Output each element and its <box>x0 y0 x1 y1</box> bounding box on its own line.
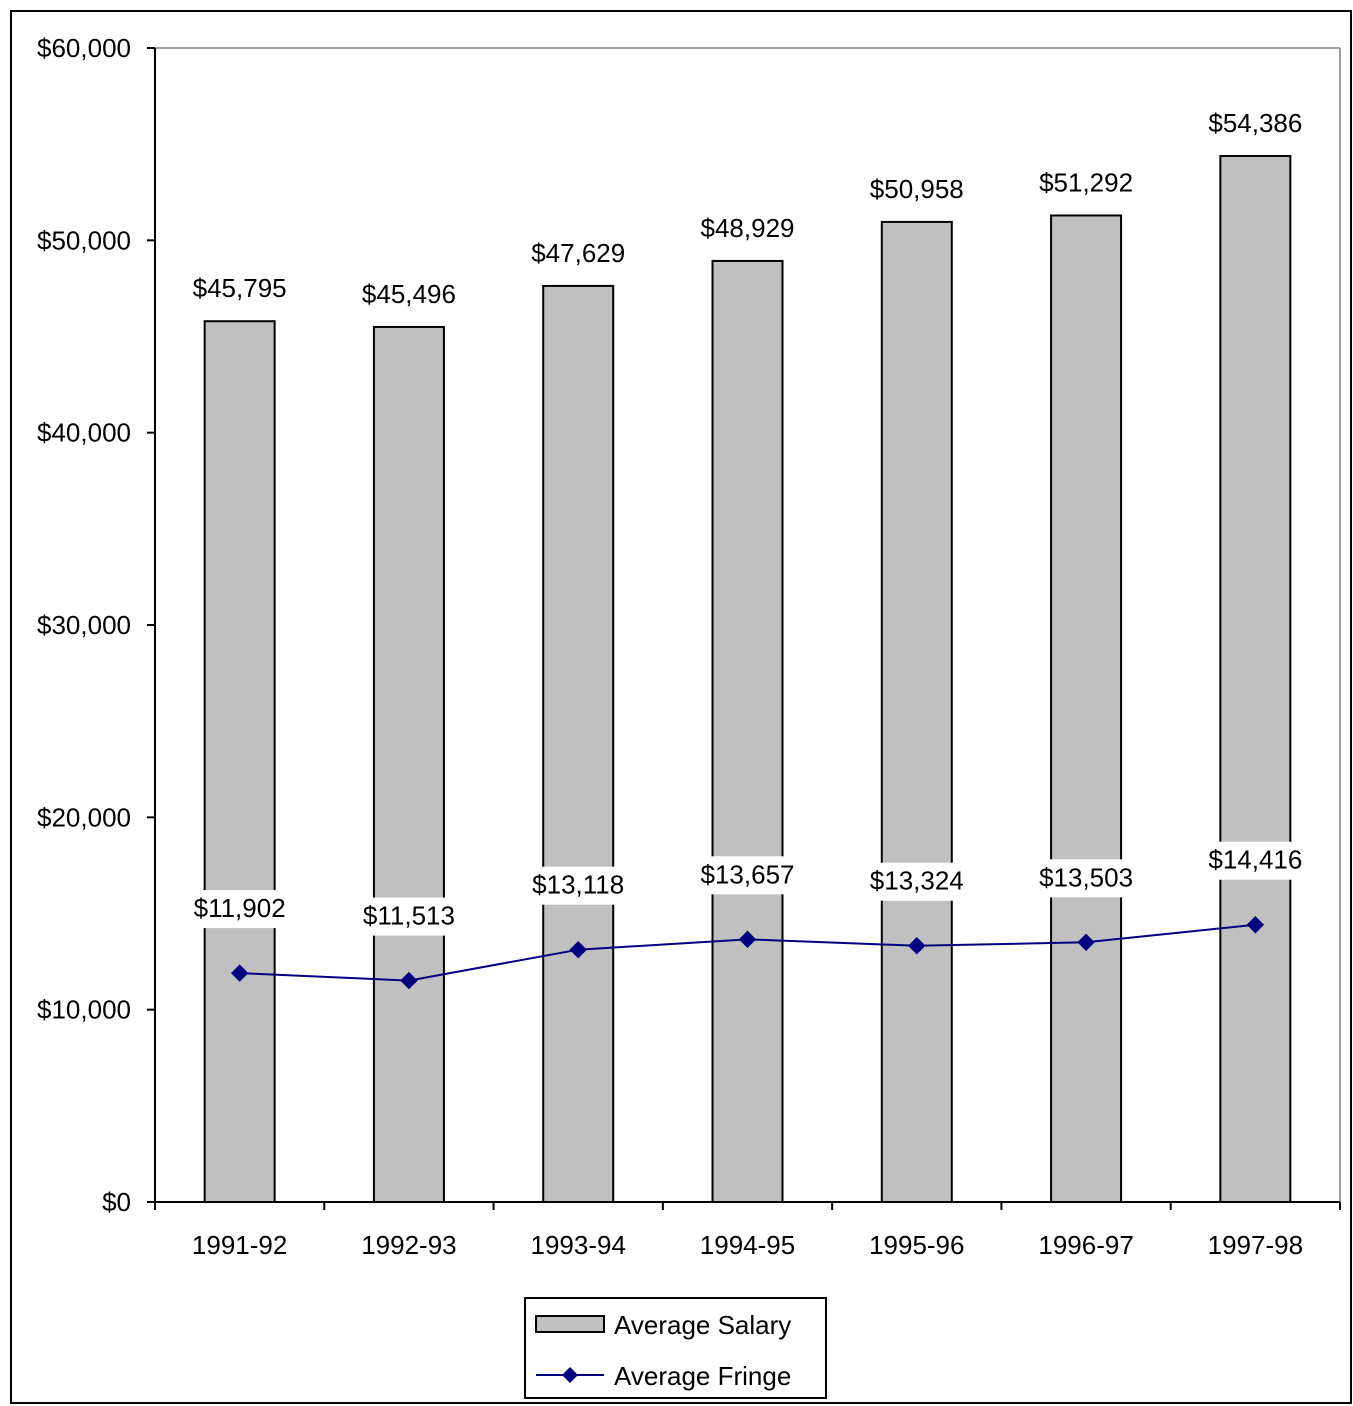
fringe-data-label: $14,416 <box>1208 845 1302 875</box>
x-tick-label: 1995-96 <box>869 1230 964 1260</box>
fringe-marker <box>908 937 926 955</box>
y-tick-label: $20,000 <box>37 802 131 832</box>
x-tick-label: 1994-95 <box>700 1230 795 1260</box>
fringe-data-label: $13,657 <box>701 859 795 889</box>
salary-data-label: $45,795 <box>193 273 287 303</box>
fringe-data-label: $11,902 <box>194 893 286 923</box>
fringe-data-label: $13,324 <box>870 866 964 896</box>
fringe-data-label: $11,513 <box>363 901 455 931</box>
fringe-marker <box>569 940 587 959</box>
y-tick-label: $60,000 <box>37 33 131 63</box>
salary-bar <box>880 220 953 1204</box>
legend-label-fringe: Average Fringe <box>614 1361 791 1391</box>
salary-bar <box>711 259 784 1203</box>
x-tick-label: 1991-92 <box>192 1230 287 1260</box>
fringe-label-bg <box>864 862 969 901</box>
x-tick-label: 1992-93 <box>361 1230 456 1260</box>
fringe-label-bg <box>695 856 800 895</box>
fringe-data-label: $13,118 <box>532 870 624 900</box>
legend-label-salary: Average Salary <box>614 1310 791 1340</box>
fringe-marker <box>230 964 249 982</box>
fringe-label-bg <box>187 890 292 929</box>
fringe-data-label: $13,503 <box>1039 862 1133 892</box>
x-tick-label: 1993-94 <box>531 1230 626 1260</box>
salary-bar <box>372 325 445 1203</box>
salary-bar <box>1050 214 1123 1203</box>
fringe-marker <box>1246 916 1265 934</box>
y-tick-label: $50,000 <box>37 225 131 255</box>
fringe-label-bg <box>1034 859 1139 898</box>
y-tick-label: $40,000 <box>37 418 131 448</box>
legend-box <box>524 1297 827 1399</box>
salary-bar <box>542 284 615 1204</box>
salary-data-label: $54,386 <box>1208 108 1302 138</box>
salary-data-label: $48,929 <box>701 213 795 243</box>
y-tick-label: $10,000 <box>37 995 131 1025</box>
salary-data-label: $45,496 <box>362 279 456 309</box>
fringe-label-bg <box>356 897 461 936</box>
legend-swatch-fringe-marker <box>562 1367 578 1383</box>
salary-bar <box>203 320 276 1204</box>
salary-bar <box>1219 154 1292 1203</box>
salary-data-label: $51,292 <box>1039 167 1133 197</box>
salary-data-label: $47,629 <box>531 238 625 268</box>
fringe-marker <box>1077 933 1095 951</box>
y-tick-label: $30,000 <box>37 610 131 640</box>
fringe-marker <box>738 930 757 949</box>
y-tick-label: $0 <box>102 1187 131 1217</box>
salary-data-label: $50,958 <box>870 174 964 204</box>
x-tick-label: 1996-97 <box>1038 1230 1133 1260</box>
fringe-label-bg <box>1203 841 1308 880</box>
fringe-label-bg <box>526 866 631 905</box>
fringe-marker <box>400 971 418 990</box>
legend-swatch-salary <box>535 1315 605 1333</box>
x-tick-label: 1997-98 <box>1208 1230 1303 1260</box>
